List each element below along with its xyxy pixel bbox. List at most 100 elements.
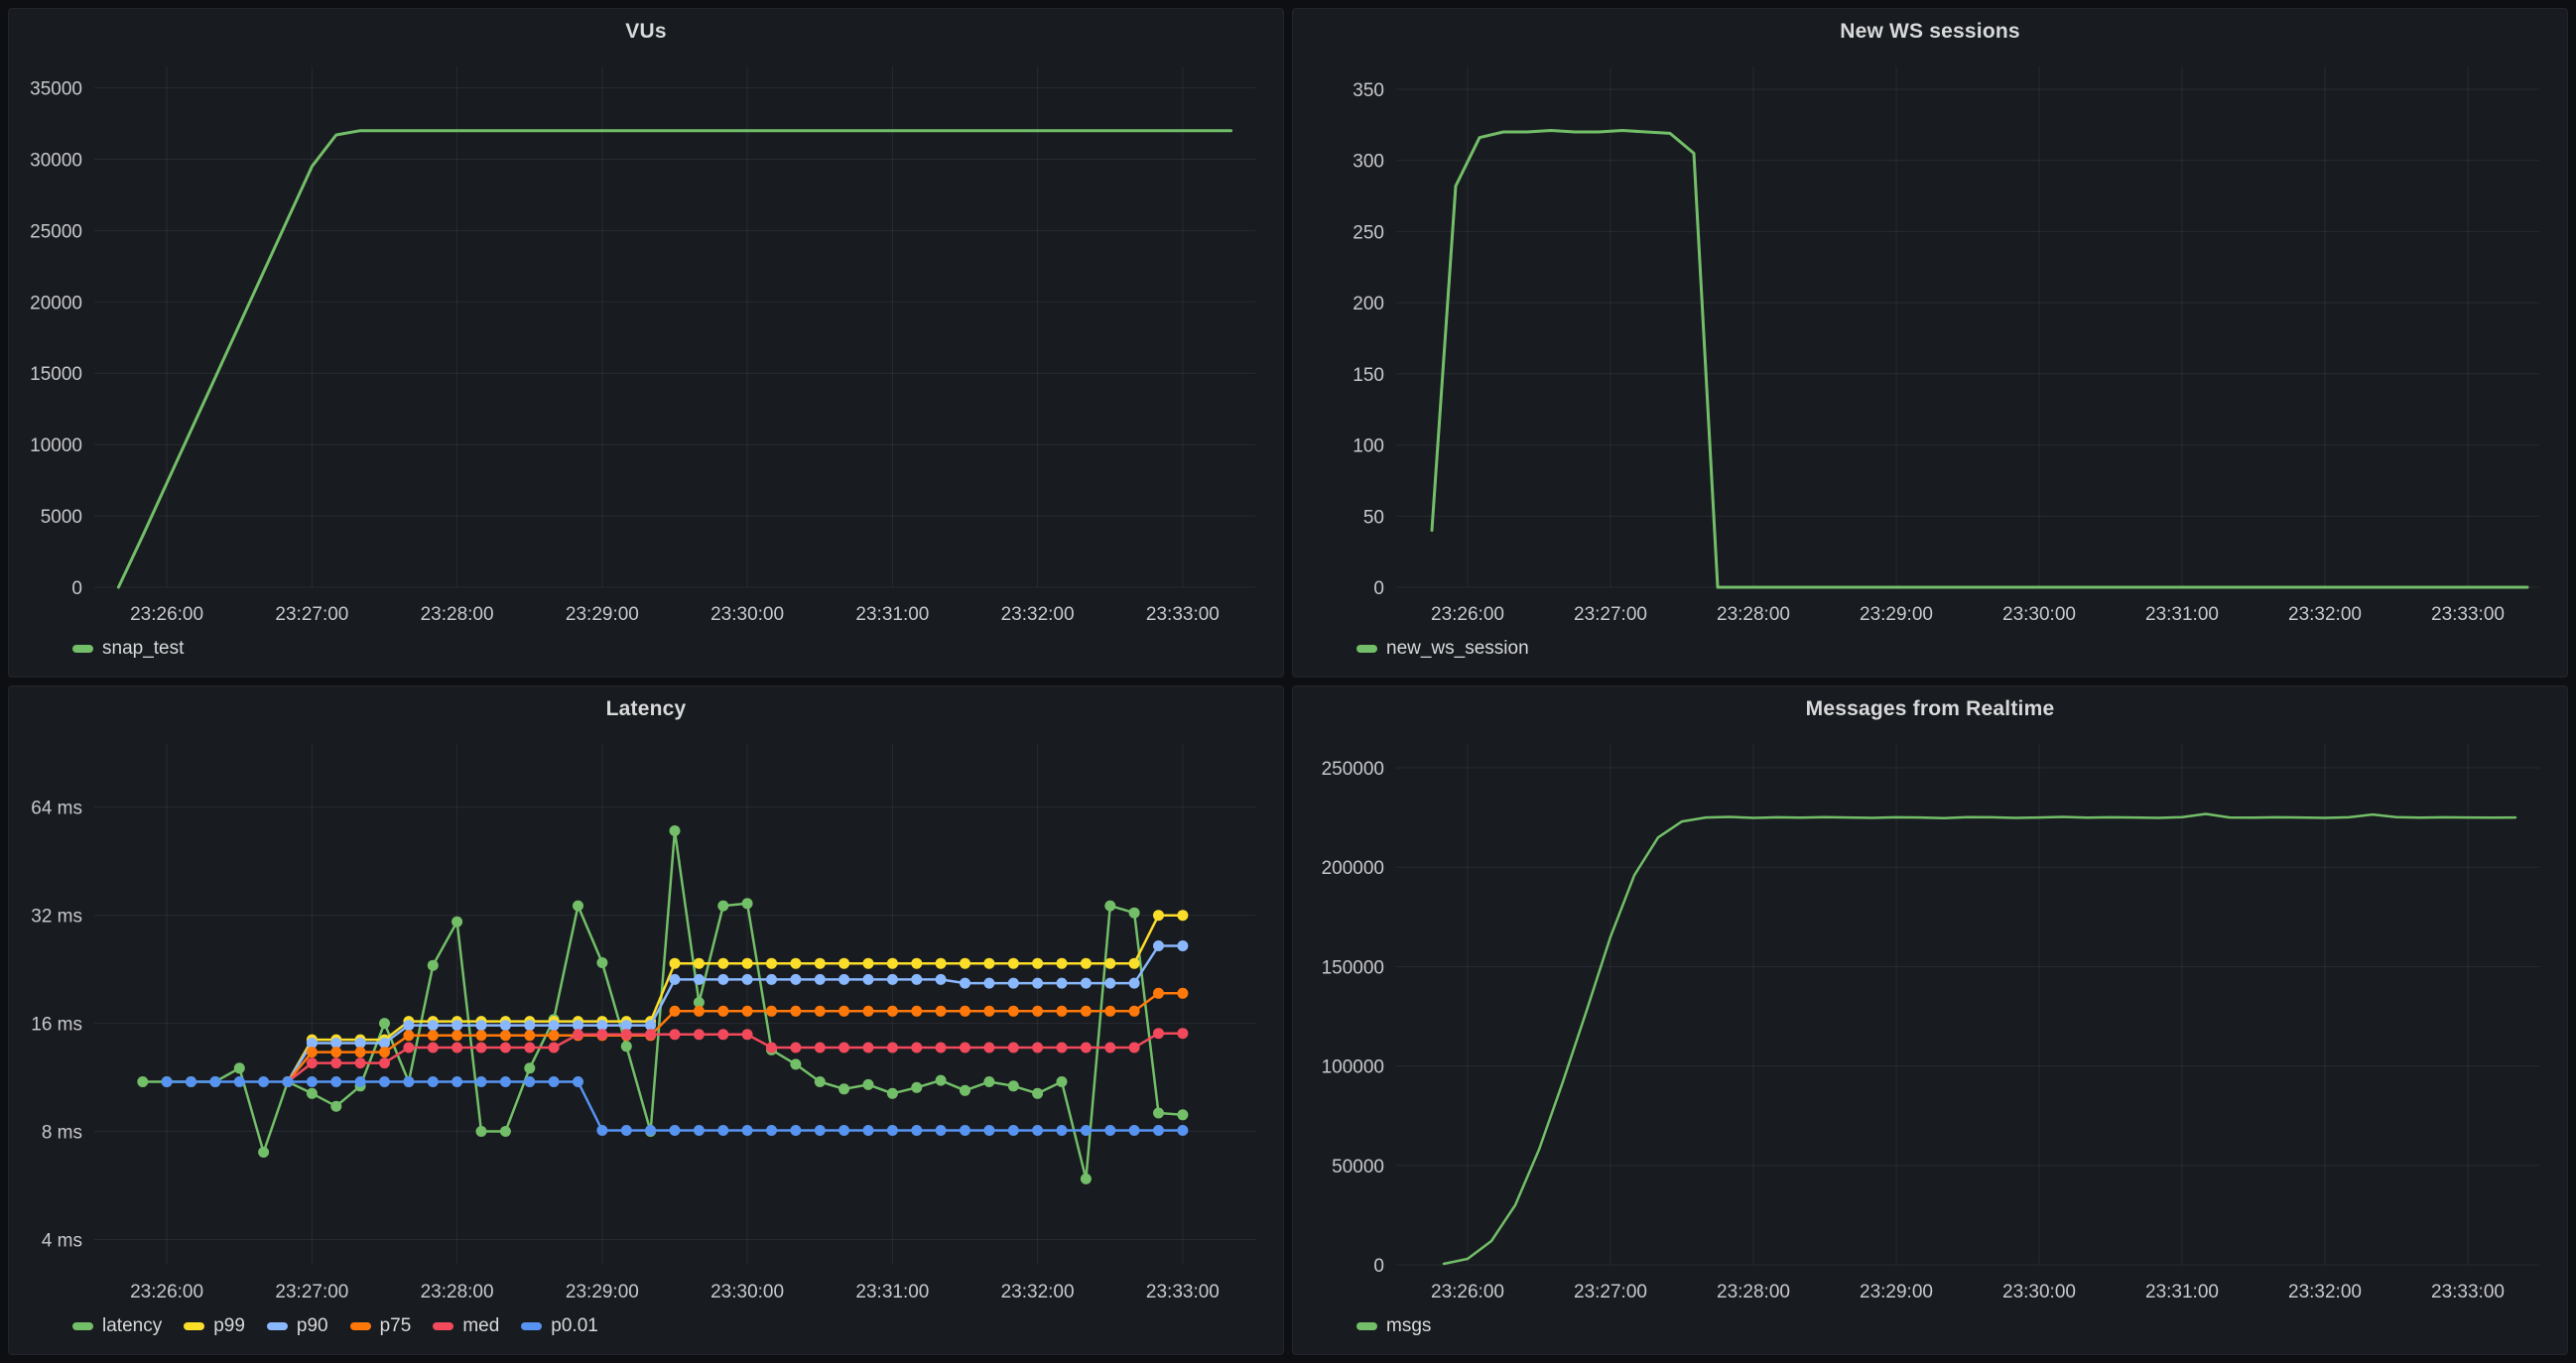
series-point-p90	[1032, 977, 1044, 989]
legend-item-p0.01[interactable]: p0.01	[521, 1316, 598, 1335]
y-axis-tick-label: 100000	[1322, 1057, 1384, 1078]
series-point-p99	[1032, 957, 1044, 969]
x-axis-tick-label: 23:33:00	[1146, 1282, 1220, 1302]
series-point-med	[596, 1029, 608, 1041]
series-point-latency	[1080, 1173, 1092, 1184]
legend-item-msgs[interactable]: msgs	[1356, 1316, 1431, 1335]
series-point-p0.01	[911, 1125, 923, 1136]
series-point-p99	[814, 957, 826, 969]
messages-from-realtime-chart[interactable]: 0 50000 100000 150000 200000 250000 23:26:00 23…	[1293, 732, 2567, 1310]
series-point-p75	[475, 1030, 487, 1042]
series-point-latency	[1104, 900, 1116, 912]
y-axis-tick-label: 0	[1373, 578, 1384, 599]
series-point-p0.01	[983, 1125, 995, 1136]
series-point-med	[693, 1029, 705, 1041]
legend-item-latency[interactable]: latency	[72, 1316, 162, 1335]
panel-header: New WS sessions	[1293, 9, 2567, 55]
panel-title-latency[interactable]: Latency	[605, 697, 687, 720]
series-point-p99	[1104, 957, 1116, 969]
series-point-p75	[862, 1005, 874, 1017]
series-line-msgs	[1442, 812, 2517, 1266]
series-point-p0.01	[1080, 1125, 1092, 1136]
x-axis-tick-label: 23:26:00	[130, 604, 203, 625]
series-point-latency	[693, 997, 705, 1008]
series-point-med	[475, 1042, 487, 1053]
series-point-p75	[1177, 987, 1189, 999]
series-point-p75	[766, 1005, 777, 1017]
series-point-p0.01	[886, 1125, 898, 1136]
series-point-p0.01	[548, 1076, 560, 1087]
legend-swatch-icon	[1356, 644, 1377, 653]
series-point-p90	[573, 1020, 583, 1032]
x-axis-tick-label: 23:30:00	[710, 604, 784, 625]
series-point-p90	[838, 973, 850, 985]
series-point-p0.01	[1056, 1125, 1068, 1136]
legend-label: p0.01	[551, 1315, 598, 1336]
series-point-latency	[1177, 1109, 1189, 1121]
series-point-p99	[983, 957, 995, 969]
series-point-p0.01	[233, 1076, 245, 1087]
series-point-p0.01	[1007, 1125, 1019, 1136]
panel-new-ws-sessions: New WS sessions 0 50 100 150 200 250 300 350 23:…	[1292, 8, 2568, 678]
series-point-p75	[790, 1005, 802, 1017]
x-axis-tick-label: 23:26:00	[130, 1282, 203, 1302]
series-point-med	[451, 1042, 463, 1053]
series-point-med	[790, 1042, 802, 1053]
legend-item-p75[interactable]: p75	[349, 1316, 411, 1335]
series-point-p75	[354, 1047, 366, 1058]
series-point-p0.01	[330, 1076, 342, 1087]
series-point-p99	[1056, 957, 1068, 969]
panel-messages-from-realtime: Messages from Realtime 0 50000 100000 15000…	[1292, 685, 2568, 1355]
series-point-med	[1104, 1042, 1116, 1053]
series-point-latency	[790, 1058, 802, 1070]
new-ws-sessions-chart[interactable]: 0 50 100 150 200 250 300 350 23:26:00 23:27:00 23:…	[1293, 55, 2567, 633]
legend-item-p90[interactable]: p90	[266, 1316, 328, 1335]
series-point-med	[766, 1042, 777, 1053]
series-point-p0.01	[209, 1076, 221, 1087]
series-point-p75	[403, 1030, 415, 1042]
series-point-latency	[717, 900, 729, 912]
series-point-med	[330, 1057, 342, 1069]
vus-chart[interactable]: 0 5000 10000 15000 20000 25000 30000 35000 23:26…	[9, 55, 1283, 633]
series-point-p90	[451, 1020, 463, 1032]
series-point-med	[741, 1029, 753, 1041]
series-point-p75	[1080, 1005, 1092, 1017]
panel-title-new-ws-sessions[interactable]: New WS sessions	[1840, 20, 2020, 43]
series-point-latency	[1056, 1076, 1068, 1087]
series-point-p75	[814, 1005, 826, 1017]
series-point-p0.01	[403, 1076, 415, 1087]
series-point-p99	[935, 957, 947, 969]
series-point-med	[548, 1042, 560, 1053]
legend-item-new_ws_session[interactable]: new_ws_session	[1356, 639, 1529, 658]
series-point-p90	[935, 973, 947, 985]
series-point-p90	[354, 1038, 366, 1049]
series-point-p90	[1177, 940, 1189, 951]
series-point-p0.01	[741, 1125, 753, 1136]
series-point-med	[427, 1042, 439, 1053]
y-axis-tick-label: 250	[1352, 222, 1384, 243]
latency-chart[interactable]: 4 ms 8 ms 16 ms 32 ms 64 ms 23:26:00 23:27:00 2…	[9, 732, 1283, 1310]
legend-item-p99[interactable]: p99	[184, 1316, 245, 1335]
legend-label: med	[462, 1315, 500, 1336]
series-point-p75	[548, 1030, 560, 1042]
vus-legend: snap_test	[9, 633, 1283, 675]
series-point-p0.01	[766, 1125, 777, 1136]
y-axis-tick-label: 0	[1373, 1256, 1384, 1277]
legend-item-snap_test[interactable]: snap_test	[72, 639, 184, 658]
series-point-p0.01	[379, 1076, 390, 1087]
series-point-latency	[258, 1147, 270, 1158]
series-point-p90	[403, 1020, 415, 1032]
series-line-p75	[286, 992, 1185, 1083]
x-axis-tick-label: 23:29:00	[566, 1282, 639, 1302]
panel-title-vus[interactable]: VUs	[625, 20, 667, 43]
panel-title-messages-from-realtime[interactable]: Messages from Realtime	[1805, 697, 2055, 720]
series-point-p0.01	[1128, 1125, 1140, 1136]
legend-item-med[interactable]: med	[433, 1316, 499, 1335]
series-point-p99	[886, 957, 898, 969]
series-point-latency	[596, 957, 608, 968]
y-axis-tick-label: 200000	[1322, 858, 1384, 879]
x-axis-tick-label: 23:28:00	[421, 1282, 494, 1302]
series-point-p75	[983, 1005, 995, 1017]
series-point-med	[306, 1057, 318, 1069]
